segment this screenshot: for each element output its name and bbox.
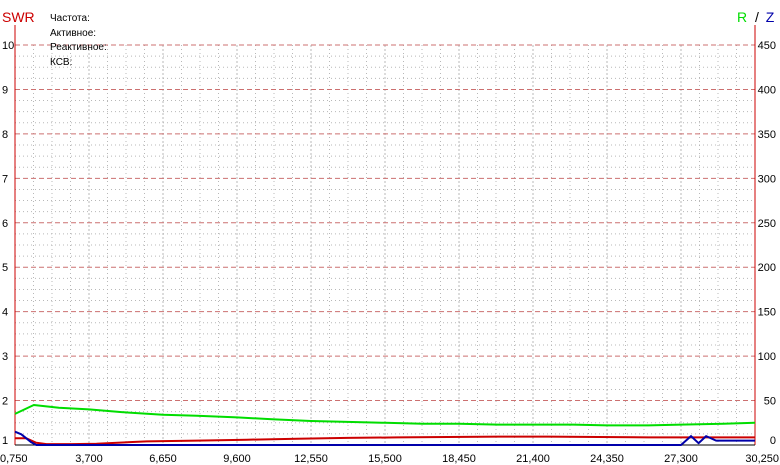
x-tick-label: 21,400 <box>516 453 550 465</box>
right-axis-title-r: R <box>737 9 747 25</box>
right-axis-title-z: Z <box>766 9 775 25</box>
info-panel: Частота: Активное: Реактивное: КСВ: <box>50 13 107 68</box>
grid <box>15 44 755 445</box>
left-tick-label: 8 <box>2 129 8 141</box>
x-tick-label: 3,700 <box>75 453 103 465</box>
left-tick-label: 3 <box>2 351 8 363</box>
series <box>14 404 756 446</box>
right-axis-title: R / Z <box>737 9 775 25</box>
right-tick-label: 400 <box>758 84 776 96</box>
swr-value-label: КСВ: <box>50 57 72 68</box>
x-tick-label: 15,500 <box>368 453 402 465</box>
left-axis-title: SWR <box>2 9 35 25</box>
x-tick-label: 0,750 <box>0 453 28 465</box>
reactive-label: Реактивное: <box>50 42 107 53</box>
left-tick-label: 10 <box>2 40 14 52</box>
x-tick-label: 27,300 <box>664 453 698 465</box>
tick-labels: 123456789100501001502002503003504004500,… <box>0 40 779 465</box>
left-tick-label: 1 <box>2 435 8 447</box>
right-tick-label: 300 <box>758 173 776 185</box>
left-tick-label: 7 <box>2 173 8 185</box>
right-tick-label: 200 <box>758 262 776 274</box>
right-tick-label: 250 <box>758 218 776 230</box>
left-tick-label: 2 <box>2 396 8 408</box>
active-label: Активное: <box>50 28 96 39</box>
x-tick-label: 6,650 <box>149 453 177 465</box>
x-tick-label: 9,600 <box>223 453 251 465</box>
x-tick-label: 12,550 <box>294 453 328 465</box>
right-tick-label: 100 <box>758 351 776 363</box>
x-tick-label: 24,350 <box>590 453 624 465</box>
series-r-line <box>14 404 756 427</box>
left-tick-label: 5 <box>2 262 8 274</box>
left-tick-label: 4 <box>2 307 8 319</box>
x-tick-label: 18,450 <box>442 453 476 465</box>
right-axis-title-sep: / <box>755 9 759 25</box>
right-tick-label: 150 <box>758 307 776 319</box>
left-tick-label: 6 <box>2 218 8 230</box>
frequency-label: Частота: <box>50 13 90 24</box>
right-tick-label: 350 <box>758 129 776 141</box>
x-tick-label: 30,250 <box>745 453 779 465</box>
right-tick-label: 50 <box>764 396 776 408</box>
series-z-line <box>14 430 755 446</box>
right-tick-label: 450 <box>758 40 776 52</box>
left-tick-label: 9 <box>2 84 8 96</box>
right-tick-label: 0 <box>770 435 776 447</box>
